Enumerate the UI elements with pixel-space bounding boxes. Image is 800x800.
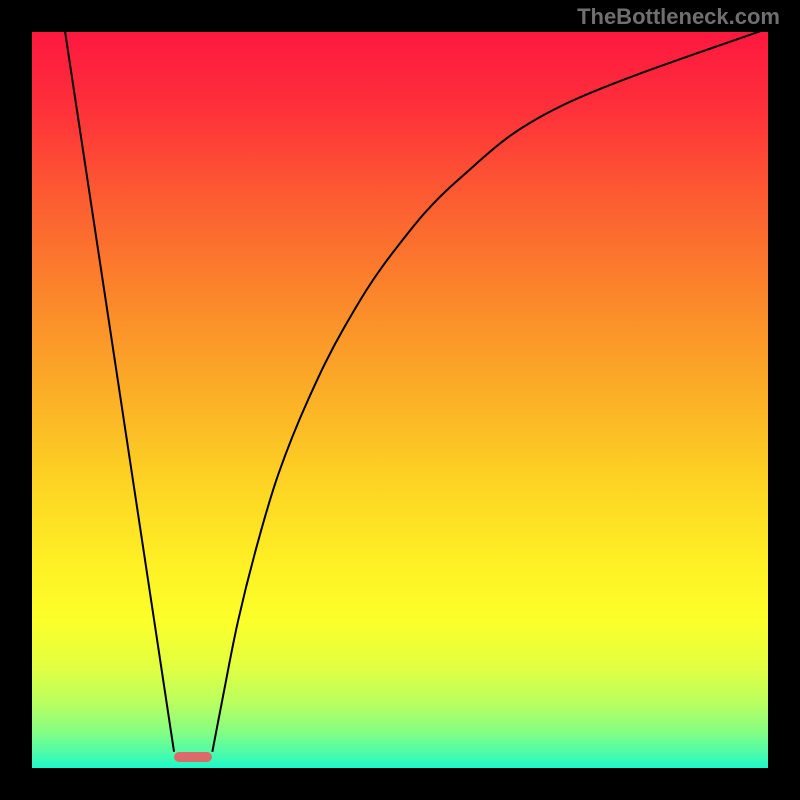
chart-outer-frame: TheBottleneck.com bbox=[0, 0, 800, 800]
plot-area bbox=[32, 32, 768, 768]
optimal-marker bbox=[174, 752, 212, 762]
watermark-text: TheBottleneck.com bbox=[577, 4, 780, 30]
bottleneck-curve bbox=[32, 32, 768, 768]
